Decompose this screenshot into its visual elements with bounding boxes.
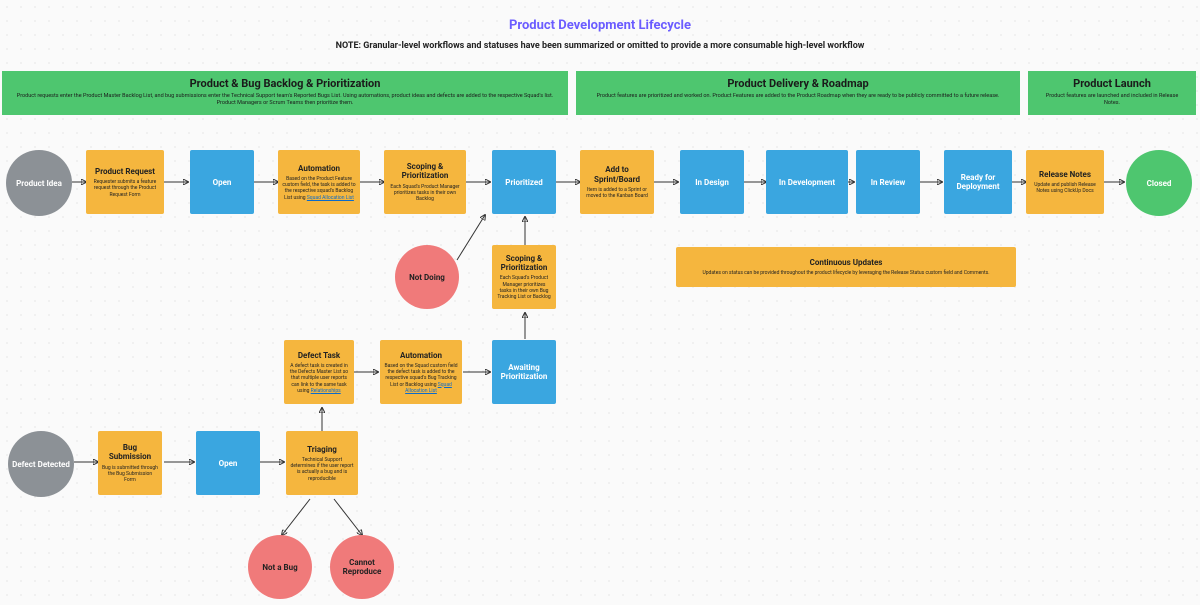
link[interactable]: Squad Allocation List <box>307 195 354 201</box>
desc: Update and publish Release Notes using C… <box>1030 182 1100 195</box>
label: Product Request <box>95 167 155 176</box>
desc: Based on the Squad custom field the defe… <box>384 363 458 394</box>
label: Triaging <box>307 445 337 454</box>
label: Cannot Reproduce <box>334 558 390 576</box>
label: Add to Sprint/Board <box>584 165 650 183</box>
banner-launch: Product Launch Product features are laun… <box>1028 71 1196 115</box>
label: Closed <box>1147 179 1172 188</box>
desc: Requester submits a feature request thro… <box>90 179 160 198</box>
node-ready-deploy: Ready for Deployment <box>944 150 1012 214</box>
node-scoping-2: Scoping & Prioritization Each Squad's Pr… <box>492 245 556 309</box>
banner-row: Product & Bug Backlog & Prioritization P… <box>0 51 1200 115</box>
banner-desc: Product features are launched and includ… <box>1038 93 1186 107</box>
node-closed: Closed <box>1126 150 1192 216</box>
banner-delivery: Product Delivery & Roadmap Product featu… <box>576 71 1020 115</box>
page-title: Product Development Lifecycle <box>0 0 1200 33</box>
diagram-canvas: Product Idea Product Request Requester s… <box>0 115 1200 605</box>
node-cannot-reproduce: Cannot Reproduce <box>330 535 394 599</box>
label: In Design <box>695 178 729 187</box>
label: In Development <box>779 178 835 187</box>
banner-title: Product Launch <box>1038 77 1186 90</box>
node-awaiting: Awaiting Prioritization <box>492 340 556 404</box>
node-prioritized: Prioritized <box>492 150 556 214</box>
label: Awaiting Prioritization <box>496 363 552 381</box>
node-in-development: In Development <box>766 150 848 214</box>
desc: A defect task is created in the Defects … <box>288 363 350 394</box>
banner-desc: Product features are prioritized and wor… <box>586 93 1010 100</box>
node-defect-task: Defect Task A defect task is created in … <box>284 340 354 404</box>
label: Product Idea <box>16 179 62 188</box>
banner-desc: Product requests enter the Product Maste… <box>12 93 558 107</box>
desc: Based on the Product Feature custom fiel… <box>282 176 356 201</box>
node-bug-submission: Bug Submission Bug is submitted through … <box>98 431 162 495</box>
node-automation: Automation Based on the Product Feature … <box>278 150 360 214</box>
desc: Updates on status can be provided throug… <box>702 270 989 276</box>
node-triaging: Triaging Technical Support determines if… <box>286 431 358 495</box>
node-continuous-updates: Continuous Updates Updates on status can… <box>676 247 1016 287</box>
label: Ready for Deployment <box>948 173 1008 191</box>
desc: Each Squad's Product Manager prioritizes… <box>496 275 552 300</box>
label: Open <box>219 459 238 468</box>
node-product-idea: Product Idea <box>6 150 72 216</box>
node-release-notes: Release Notes Update and publish Release… <box>1026 150 1104 214</box>
label: Scoping & Prioritization <box>496 254 552 272</box>
node-in-review: In Review <box>856 150 920 214</box>
label: Automation <box>400 351 442 360</box>
desc: Technical Support determines if the user… <box>290 457 354 482</box>
label: Open <box>213 178 232 187</box>
node-automation-2: Automation Based on the Squad custom fie… <box>380 340 462 404</box>
node-not-doing: Not Doing <box>395 245 459 309</box>
link[interactable]: Relationships <box>311 388 341 394</box>
label: Automation <box>298 164 340 173</box>
label: Defect Task <box>298 351 340 360</box>
desc: Each Squad's Product Manager prioritizes… <box>388 184 462 203</box>
label: Not a Bug <box>262 563 297 572</box>
label: In Review <box>871 178 906 187</box>
node-add-sprint: Add to Sprint/Board Item is added to a S… <box>580 150 654 214</box>
label: Defect Detected <box>12 460 70 469</box>
desc: Bug is submitted through the Bug Submiss… <box>102 465 158 484</box>
label: Release Notes <box>1039 170 1091 179</box>
banner-backlog: Product & Bug Backlog & Prioritization P… <box>2 71 568 115</box>
page-note: NOTE: Granular-level workflows and statu… <box>0 33 1200 51</box>
node-not-a-bug: Not a Bug <box>248 535 312 599</box>
banner-title: Product & Bug Backlog & Prioritization <box>12 77 558 90</box>
label: Scoping & Prioritization <box>388 162 462 180</box>
node-product-request: Product Request Requester submits a feat… <box>86 150 164 214</box>
label: Bug Submission <box>102 443 158 461</box>
node-in-design: In Design <box>680 150 744 214</box>
label: Prioritized <box>505 178 542 187</box>
label: Not Doing <box>409 273 445 282</box>
node-defect-detected: Defect Detected <box>8 431 74 497</box>
node-open: Open <box>190 150 254 214</box>
node-scoping: Scoping & Prioritization Each Squad's Pr… <box>384 150 466 214</box>
node-open-2: Open <box>196 431 260 495</box>
label: Continuous Updates <box>810 258 883 267</box>
banner-title: Product Delivery & Roadmap <box>586 77 1010 90</box>
desc: Item is added to a Sprint or moved to th… <box>584 187 650 200</box>
